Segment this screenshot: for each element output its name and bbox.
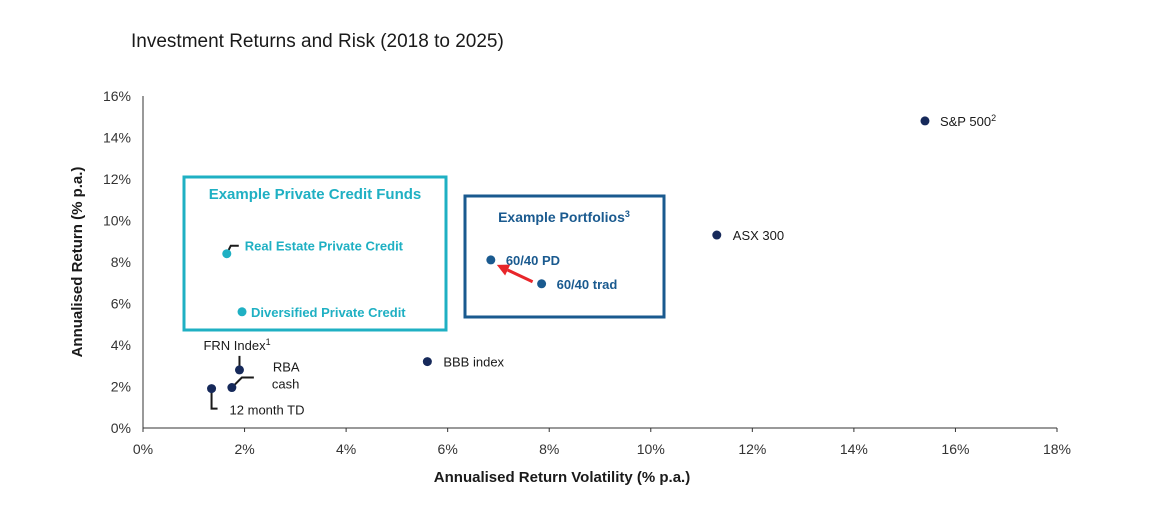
- label-pd6040: 60/40 PD: [506, 253, 560, 268]
- label-frn: FRN Index1: [203, 337, 270, 353]
- point-repc: [222, 249, 232, 259]
- x-tick-label: 12%: [738, 441, 766, 457]
- label-rba-line2: cash: [272, 377, 299, 392]
- point-bbb: [422, 357, 432, 367]
- y-tick-label: 6%: [111, 296, 131, 312]
- label-asx300: ASX 300: [733, 228, 784, 243]
- label-bbb: BBB index: [443, 355, 504, 370]
- private-credit-box: [182, 175, 448, 332]
- y-tick-label: 8%: [111, 254, 131, 270]
- y-tick-label: 2%: [111, 379, 131, 395]
- rba-connector: [231, 376, 254, 389]
- x-tick-label: 18%: [1043, 441, 1071, 457]
- td-connector: [210, 388, 218, 410]
- x-axis-label: Annualised Return Volatility (% p.a.): [434, 469, 690, 486]
- y-tick-label: 12%: [103, 171, 131, 187]
- x-tick-label: 6%: [438, 441, 458, 457]
- point-pd6040: [486, 255, 496, 265]
- label-real-estate: Real Estate Private Credit: [245, 239, 404, 254]
- private-credit-box-title: Example Private Credit Funds: [209, 186, 422, 203]
- label-diversified: Diversified Private Credit: [251, 305, 406, 320]
- y-tick-label: 4%: [111, 337, 131, 353]
- label-trad6040: 60/40 trad: [557, 277, 618, 292]
- label-td: 12 month TD: [230, 403, 305, 418]
- point-td: [207, 384, 217, 394]
- x-axis-ticks: 0% 2% 4% 6% 8% 10% 12% 14% 16% 18%: [133, 428, 1071, 457]
- point-frn: [234, 365, 244, 375]
- x-tick-label: 0%: [133, 441, 153, 457]
- portfolios-box-title: Example Portfolios3: [498, 209, 630, 225]
- arrow-line: [507, 268, 534, 284]
- x-tick-label: 2%: [234, 441, 254, 457]
- x-tick-label: 14%: [840, 441, 868, 457]
- y-tick-label: 14%: [103, 130, 131, 146]
- chart-title: Investment Returns and Risk (2018 to 202…: [131, 31, 504, 52]
- label-sp500: S&P 5002: [940, 113, 996, 129]
- arrow-head: [496, 264, 511, 276]
- label-rba-line1: RBA: [273, 360, 300, 375]
- point-rba: [227, 383, 237, 393]
- x-tick-label: 8%: [539, 441, 559, 457]
- point-sp500: [920, 116, 930, 126]
- point-dpc: [237, 307, 247, 317]
- point-asx300: [712, 230, 722, 240]
- x-tick-label: 16%: [941, 441, 969, 457]
- y-axis-ticks: 0% 2% 4% 6% 8% 10% 12% 14% 16%: [103, 88, 131, 436]
- y-axis-label: Annualised Return (% p.a.): [69, 167, 86, 358]
- point-trad6040: [537, 279, 547, 289]
- x-tick-label: 10%: [637, 441, 665, 457]
- y-tick-label: 10%: [103, 213, 131, 229]
- y-tick-label: 0%: [111, 420, 131, 436]
- portfolios-box: [463, 194, 666, 319]
- x-tick-label: 4%: [336, 441, 356, 457]
- y-tick-label: 16%: [103, 88, 131, 104]
